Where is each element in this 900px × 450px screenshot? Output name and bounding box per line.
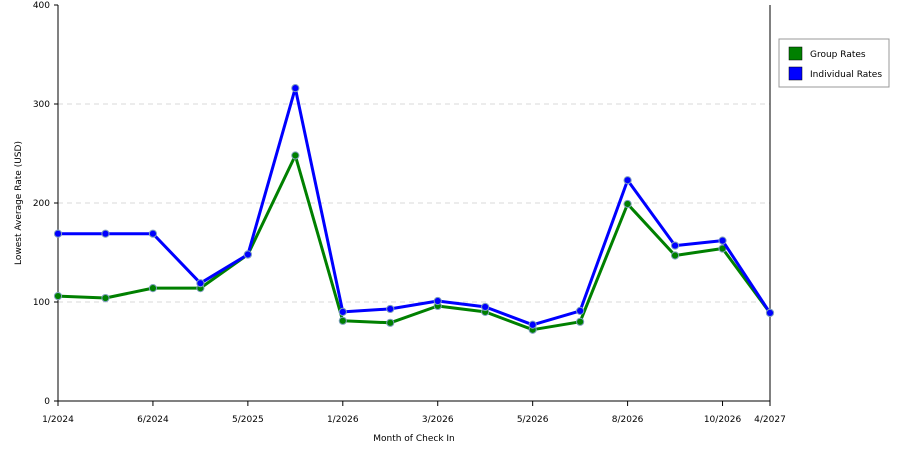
x-tick-label: 1/2026 (327, 415, 359, 425)
x-tick-label: 8/2026 (612, 415, 644, 425)
data-point (53, 229, 63, 238)
data-point (101, 229, 110, 238)
x-axis-title: Month of Check In (373, 434, 455, 444)
data-point (101, 293, 110, 303)
data-point (481, 302, 490, 312)
y-tick-label: 300 (33, 100, 50, 110)
series-line (57, 154, 772, 332)
data-point (148, 229, 158, 238)
data-point (386, 304, 395, 314)
data-point (338, 316, 347, 325)
data-point (718, 236, 727, 245)
data-point (433, 296, 442, 306)
x-tick-label: 5/2026 (517, 415, 549, 425)
data-point (670, 241, 680, 250)
data-point (670, 251, 680, 260)
data-point (576, 306, 585, 316)
y-tick-label: 100 (33, 298, 50, 308)
data-point (291, 151, 300, 160)
data-point (196, 279, 205, 288)
grid-lines (58, 103, 770, 303)
x-tick-label: 6/2024 (137, 415, 169, 425)
x-tick-label: 10/2026 (704, 415, 742, 425)
data-point (528, 320, 537, 329)
x-tick-label: 3/2026 (422, 415, 454, 425)
y-tick-label: 200 (33, 199, 50, 209)
data-point (148, 284, 158, 293)
y-tick-label: 0 (44, 397, 50, 407)
data-point (765, 308, 775, 317)
data-point (53, 291, 63, 301)
series-group (53, 84, 775, 334)
y-axis-title: Lowest Average Rate (USD) (14, 141, 24, 265)
data-point (338, 307, 347, 316)
legend-label: Individual Rates (810, 70, 882, 80)
series-1 (53, 84, 775, 329)
data-point (576, 317, 585, 326)
legend-swatch (788, 46, 803, 61)
x-tick-label: 1/2024 (42, 415, 74, 425)
data-point (623, 176, 632, 185)
x-tick-label: 5/2025 (232, 415, 264, 425)
x-axis-ticks: 1/2024 6/2024 5/2025 1/2026 3/2026 5/2026 8/20… (42, 401, 786, 425)
x-tick-label: 4/2027 (754, 415, 786, 425)
legend: Group Rates Individual Rates (778, 38, 890, 88)
y-axis-ticks: 0 100 200 300 400 (33, 1, 58, 407)
data-point (386, 318, 395, 327)
legend-swatch (788, 66, 803, 81)
data-point (291, 84, 300, 93)
legend-label: Group Rates (810, 50, 866, 60)
data-point (243, 250, 252, 259)
series-line (58, 86, 772, 327)
data-point (623, 199, 632, 209)
y-tick-label: 400 (33, 1, 50, 11)
